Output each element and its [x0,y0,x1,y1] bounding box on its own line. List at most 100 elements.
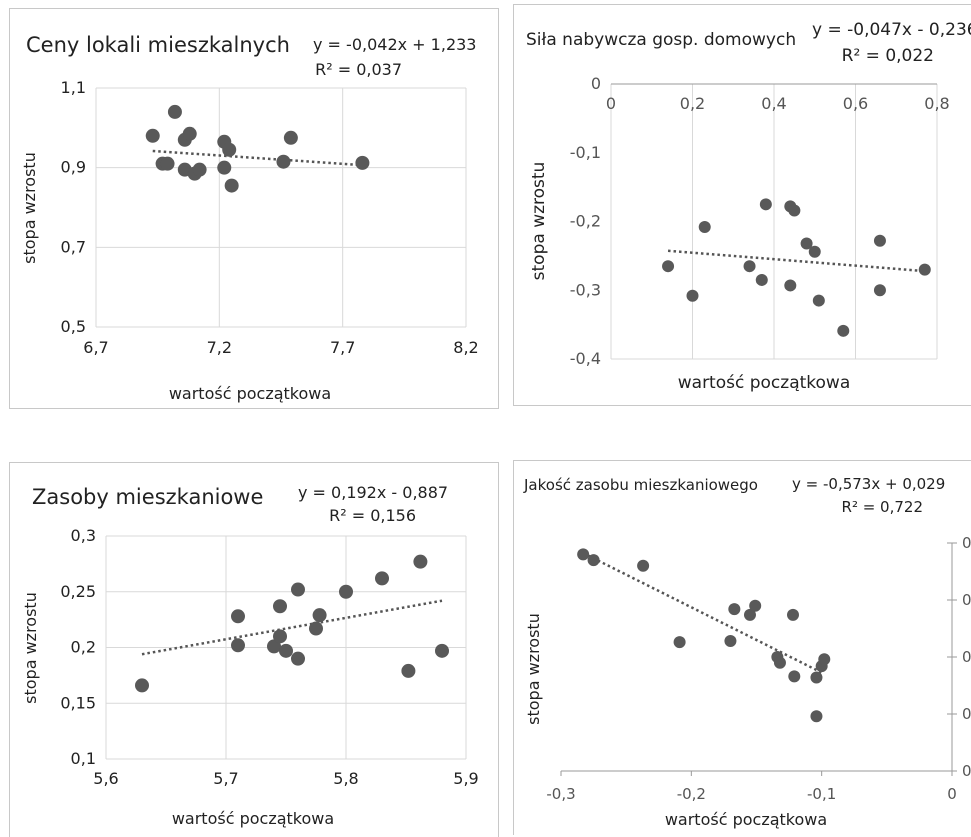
y-tick-label: -0,3 [570,280,601,299]
y-axis-title: stopa wzrostu [20,152,39,264]
x-axis-title: wartość początkowa [665,810,827,829]
x-tick-label: 0,8 [924,94,949,113]
trendline [141,599,443,656]
x-tick-label: -0,3 [546,785,575,803]
data-point [401,663,416,678]
data-point [788,670,801,683]
y-tick-label: 0,2 [962,534,971,552]
data-point [160,156,175,171]
y-axis-title: stopa wzrostu [524,613,543,725]
y-tick-label: 0,1 [962,648,971,666]
y-tick-label: 0,5 [61,317,86,336]
x-tick-label: -0,2 [677,785,706,803]
r-squared-label: R² = 0,156 [329,506,416,525]
data-point [812,294,825,307]
data-point [786,608,799,621]
chart-jakosc-zasobu: -0,3 -0,2 -0,1 00 0,05 0,1 0,15 0,2 Jakość zasob… [523,475,971,829]
data-point [673,636,686,649]
data-point [279,643,293,658]
data-point [743,260,756,273]
data-point [355,155,370,170]
data-point [577,548,590,561]
y-tick-label: 0 [962,762,971,780]
data-point [224,178,239,193]
chart-title: Jakość zasobu mieszkaniowego [523,476,758,494]
data-point [800,237,813,250]
x-tick-label: 5,9 [453,769,478,788]
chart-title: Ceny lokali mieszkalnych [26,33,290,57]
data-point [749,599,762,612]
x-tick-label: 7,7 [330,338,355,357]
y-axis-title: stopa wzrostu [21,592,40,704]
y-tick-label: -0,1 [570,143,601,162]
data-point [662,260,675,273]
y-tick-label: 0,7 [61,237,86,256]
data-point [728,603,741,616]
chart-panel-ceny: 6,7 7,2 7,7 8,2 0,5 0,7 0,9 1,1 Ceny lokali mies… [9,8,499,409]
y-tick-label: 0,15 [60,693,96,712]
chart-zasoby-mieszkaniowe: 5,6 5,7 5,8 5,9 0,1 0,15 0,2 0,25 0,3 Zasoby mies… [21,483,479,828]
data-point [222,142,237,157]
data-point [686,289,699,302]
data-point [339,584,353,599]
x-tick-label: 5,7 [213,769,238,788]
x-axis-title: wartość początkowa [172,809,334,828]
chart-ceny-lokali: 6,7 7,2 7,7 8,2 0,5 0,7 0,9 1,1 Ceny lokali mies… [20,33,479,403]
data-point [413,554,428,569]
trendline [582,551,823,674]
data-point [773,656,786,669]
chart-panel-zasoby: 5,6 5,7 5,8 5,9 0,1 0,15 0,2 0,25 0,3 Zasoby mies… [9,462,499,837]
data-point [788,204,801,217]
trendline-equation: y = -0,573x + 0,029 [792,475,945,493]
data-point [837,324,850,337]
x-tick-label: 0 [947,785,957,803]
trendline [667,249,925,273]
data-point [167,104,182,119]
data-point [135,678,149,693]
y-tick-label: 0,9 [61,158,86,177]
data-point [810,671,823,684]
data-point [231,638,245,653]
data-point [435,643,449,658]
data-point [873,234,886,247]
r-squared-label: R² = 0,037 [315,60,402,79]
x-tick-label: 0 [606,94,616,113]
data-point [810,710,823,723]
data-point [276,154,291,169]
data-point [759,198,772,211]
data-point [273,629,287,644]
data-point [587,554,600,567]
x-axis-title: wartość początkowa [169,384,331,403]
x-tick-label: -0,1 [807,785,836,803]
data-point [818,653,831,666]
data-point [873,284,886,297]
chart-title: Siła nabywcza gosp. domowych [526,30,796,50]
x-tick-label: 6,7 [83,338,108,357]
data-point [375,571,389,586]
data-point [291,582,305,597]
x-tick-label: 8,2 [453,338,478,357]
y-tick-label: 0 [591,74,601,93]
chart-title: Zasoby mieszkaniowe [32,485,263,509]
y-tick-label: -0,2 [570,212,601,231]
data-point [918,263,931,276]
y-tick-label: 0,3 [71,526,96,545]
trendline-equation: y = -0,047x - 0,236 [812,20,971,40]
y-tick-label: 1,1 [61,78,86,97]
data-point [283,130,298,145]
data-point [309,621,323,636]
y-tick-label: 0,2 [71,638,96,657]
chart-panel-jakosc: -0,3 -0,2 -0,1 00 0,05 0,1 0,15 0,2 Jakość zasob… [513,460,971,835]
data-point [743,608,756,621]
data-point [273,599,287,614]
x-tick-label: 7,2 [207,338,232,357]
data-point [724,635,737,648]
data-point [755,273,768,286]
data-point [637,559,650,572]
trendline [152,149,363,167]
y-tick-label: 0,15 [962,591,971,609]
y-tick-label: -0,4 [570,349,601,368]
data-point [231,609,245,624]
trendline-equation: y = 0,192x - 0,887 [298,483,448,502]
y-tick-label: 0,05 [962,705,971,723]
